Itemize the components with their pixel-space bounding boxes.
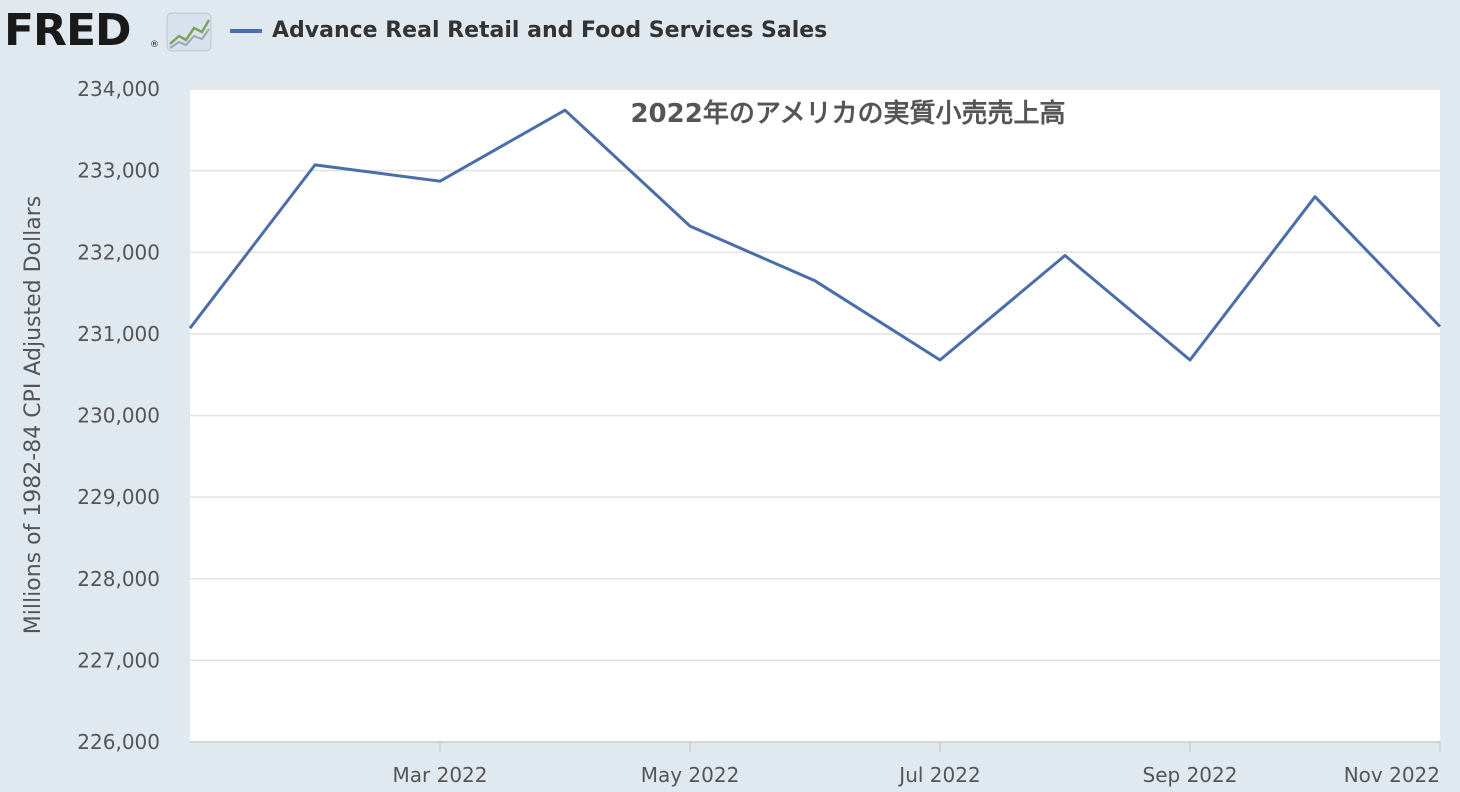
y-tick-label: 228,000 [77,567,160,591]
y-tick-label: 232,000 [77,240,160,264]
data-point[interactable] [684,220,696,232]
gridlines [190,88,1440,662]
x-tick-label: Mar 2022 [393,763,488,787]
y-tick-label: 234,000 [77,77,160,101]
chart-header: FRED ® Advance Real Retail and Food Serv… [0,0,1460,64]
x-axis: Mar 2022 May 2022 Jul 2022 Sep 2022 Nov 2022 [190,741,1441,787]
x-tick-label: Jul 2022 [897,763,980,787]
data-point[interactable] [1434,321,1446,333]
data-point[interactable] [309,159,321,171]
legend-label[interactable]: Advance Real Retail and Food Services Sa… [272,18,828,43]
data-point[interactable] [1184,354,1196,366]
series-line[interactable] [188,108,1442,362]
data-point[interactable] [934,354,946,366]
fred-logo[interactable]: FRED [4,5,132,56]
x-tick-label: Nov 2022 [1344,763,1440,787]
legend-swatch [230,29,262,33]
data-point[interactable] [1309,191,1321,203]
data-point[interactable] [809,275,821,287]
y-tick-label: 229,000 [77,485,160,509]
y-tick-label: 230,000 [77,404,160,428]
series-layer [184,104,1446,366]
chart-title: 2022年のアメリカの実質小売売上高 [630,98,1065,129]
x-tick-label: May 2022 [641,763,740,787]
y-axis: 226,000 227,000 228,000 229,000 230,000 231,0… [77,77,160,754]
y-tick-label: 227,000 [77,648,160,672]
y-tick-label: 226,000 [77,730,160,754]
data-point[interactable] [1059,250,1071,262]
y-tick-label: 233,000 [77,159,160,183]
registered-mark: ® [150,40,159,50]
data-point[interactable] [434,175,446,187]
data-point[interactable] [559,104,571,116]
y-tick-label: 231,000 [77,322,160,346]
y-axis-label: Millions of 1982-84 CPI Adjusted Dollars [21,196,46,634]
x-tick-label: Sep 2022 [1143,763,1238,787]
data-point[interactable] [184,322,196,334]
line-chart-icon [166,12,212,52]
